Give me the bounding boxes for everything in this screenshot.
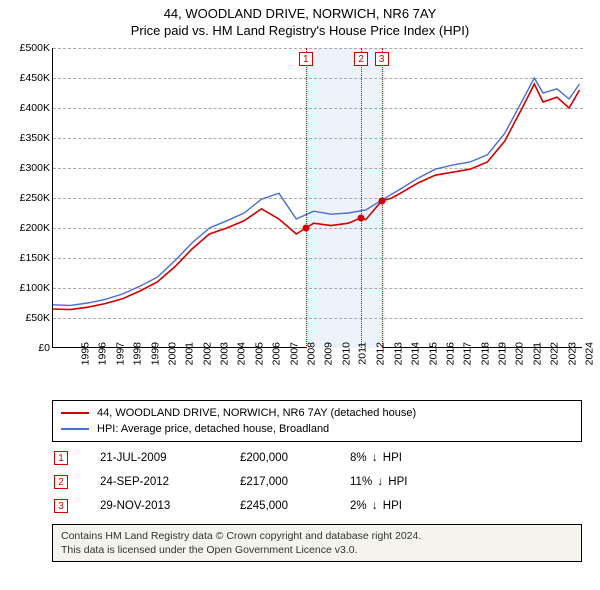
title-block: 44, WOODLAND DRIVE, NORWICH, NR6 7AY Pri… [0, 0, 600, 38]
x-tick-label: 2004 [236, 342, 248, 365]
y-tick-label: £200K [10, 222, 50, 234]
x-tick-label: 1996 [97, 342, 109, 365]
y-tick-label: £400K [10, 102, 50, 114]
x-tick-label: 2014 [410, 342, 422, 365]
title-main: 44, WOODLAND DRIVE, NORWICH, NR6 7AY [0, 6, 600, 21]
y-tick-label: £100K [10, 282, 50, 294]
legend-swatch [61, 428, 89, 430]
x-tick-label: 2017 [462, 342, 474, 365]
x-tick-label: 1995 [79, 342, 91, 365]
arrow-down-icon: ↓ [372, 500, 378, 512]
x-tick-label: 1997 [114, 342, 126, 365]
x-tick-label: 1999 [149, 342, 161, 365]
legend-label: HPI: Average price, detached house, Broa… [97, 423, 329, 435]
event-diff: 8% ↓ HPI [350, 452, 470, 464]
x-tick-label: 2005 [253, 342, 265, 365]
footer-line2: This data is licensed under the Open Gov… [61, 543, 573, 557]
y-tick-label: £450K [10, 72, 50, 84]
event-vlabel: 2 [354, 52, 368, 66]
y-tick-label: £0 [10, 342, 50, 354]
y-tick-label: £350K [10, 132, 50, 144]
event-vline [306, 48, 307, 348]
x-tick-label: 2023 [566, 342, 578, 365]
event-vlabel: 3 [375, 52, 389, 66]
event-number-badge: 2 [54, 475, 68, 489]
y-tick-label: £500K [10, 42, 50, 54]
x-tick-label: 2013 [392, 342, 404, 365]
legend-label: 44, WOODLAND DRIVE, NORWICH, NR6 7AY (de… [97, 407, 416, 419]
event-vline [361, 48, 362, 348]
arrow-down-icon: ↓ [372, 452, 378, 464]
series-hpi [53, 78, 580, 305]
x-tick-label: 2016 [444, 342, 456, 365]
y-tick-label: £300K [10, 162, 50, 174]
x-tick-label: 2018 [479, 342, 491, 365]
footer-line1: Contains HM Land Registry data © Crown c… [61, 529, 573, 543]
x-tick-label: 1998 [131, 342, 143, 365]
chart-wrap: 1 23 £0 £50K £100K £150K £200K £250K £300K £350K… [10, 48, 590, 388]
x-tick-label: 2011 [357, 342, 369, 365]
x-tick-label: 2007 [288, 342, 300, 365]
series-property [53, 84, 580, 310]
x-tick-label: 2022 [549, 342, 561, 365]
y-tick-label: £50K [10, 312, 50, 324]
x-tick-label: 2000 [166, 342, 178, 365]
plot-area: 1 23 [52, 48, 582, 348]
chart-container: 44, WOODLAND DRIVE, NORWICH, NR6 7AY Pri… [0, 0, 600, 590]
x-tick-label: 2003 [218, 342, 230, 365]
event-marker [302, 225, 309, 232]
event-price: £245,000 [240, 500, 350, 512]
legend-box: 44, WOODLAND DRIVE, NORWICH, NR6 7AY (de… [52, 400, 582, 442]
y-tick-label: £150K [10, 252, 50, 264]
x-tick-label: 2008 [305, 342, 317, 365]
footer-attribution: Contains HM Land Registry data © Crown c… [52, 524, 582, 562]
legend-swatch [61, 412, 89, 414]
event-vlabel: 1 [299, 52, 313, 66]
event-marker [358, 214, 365, 221]
x-tick-label: 2012 [375, 342, 387, 365]
event-row: 2 24-SEP-2012£217,00011% ↓ HPI [52, 470, 582, 494]
x-tick-label: 2009 [323, 342, 335, 365]
event-row: 3 29-NOV-2013£245,0002% ↓ HPI [52, 494, 582, 518]
event-date: 21-JUL-2009 [100, 452, 240, 464]
event-number-badge: 3 [54, 499, 68, 513]
events-table: 1 21-JUL-2009£200,0008% ↓ HPI 2 24-SEP-2012… [52, 446, 582, 518]
x-tick-label: 2010 [340, 342, 352, 365]
x-tick-label: 2006 [271, 342, 283, 365]
x-tick-label: 2019 [496, 342, 508, 365]
x-tick-label: 2020 [514, 342, 526, 365]
event-date: 24-SEP-2012 [100, 476, 240, 488]
x-tick-label: 2024 [583, 342, 595, 365]
event-marker [378, 198, 385, 205]
chart-lines-svg [53, 48, 583, 348]
x-tick-label: 2015 [427, 342, 439, 365]
event-diff: 11% ↓ HPI [350, 476, 470, 488]
event-date: 29-NOV-2013 [100, 500, 240, 512]
arrow-down-icon: ↓ [377, 476, 383, 488]
event-price: £217,000 [240, 476, 350, 488]
event-diff: 2% ↓ HPI [350, 500, 470, 512]
event-row: 1 21-JUL-2009£200,0008% ↓ HPI [52, 446, 582, 470]
x-tick-label: 2021 [531, 342, 543, 365]
title-sub: Price paid vs. HM Land Registry's House … [0, 23, 600, 38]
event-price: £200,000 [240, 452, 350, 464]
x-tick-label: 2001 [184, 342, 196, 365]
legend-row: HPI: Average price, detached house, Broa… [61, 421, 573, 437]
y-tick-label: £250K [10, 192, 50, 204]
legend-row: 44, WOODLAND DRIVE, NORWICH, NR6 7AY (de… [61, 405, 573, 421]
event-number-badge: 1 [54, 451, 68, 465]
x-tick-label: 2002 [201, 342, 213, 365]
